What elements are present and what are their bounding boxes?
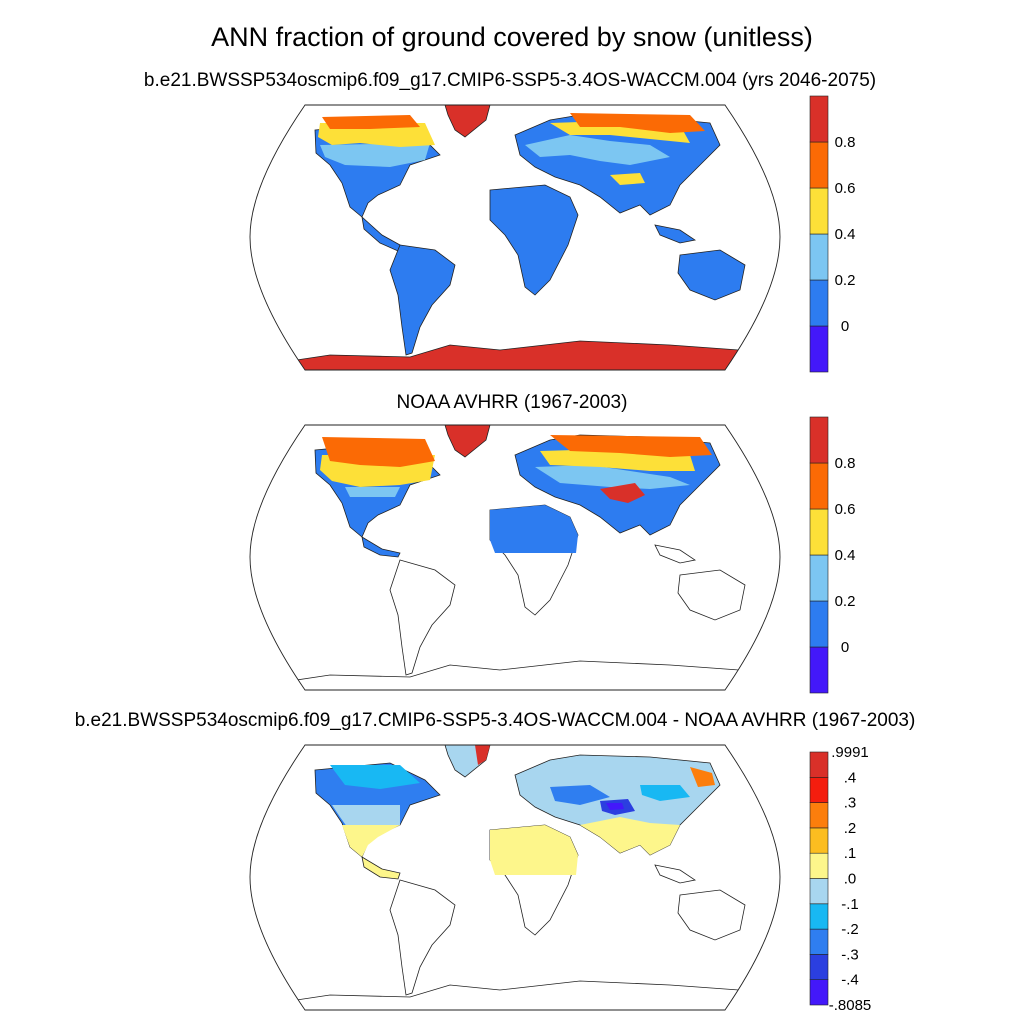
north-america-orange-band: [322, 115, 420, 129]
colorbar-box: [809, 508, 829, 556]
globe-outline-1: [249, 104, 781, 371]
colorbar-label: .4: [844, 769, 857, 786]
eurasia-light-band: [535, 465, 690, 489]
map-panel-1: [249, 104, 781, 371]
colorbar-box: [809, 903, 829, 930]
colorbar-box: [809, 979, 829, 1006]
greenland-region: [444, 425, 491, 458]
indonesia-outline: [654, 864, 697, 884]
panel-2-subtitle: NOAA AVHRR (1967-2003): [396, 392, 628, 413]
australia-outline: [677, 569, 746, 621]
australia-outline: [677, 889, 746, 941]
north-america-cyan-band: [330, 765, 420, 789]
central-america-region: [361, 856, 401, 880]
colorbar-label: 0: [841, 318, 849, 335]
africa-region: [489, 184, 579, 296]
map-panel-2: [249, 424, 781, 691]
europe-blue-patch: [550, 785, 610, 805]
south-america-outline: [389, 559, 456, 676]
main-title: ANN fraction of ground covered by snow (…: [211, 22, 813, 52]
east-asia-orange-patch: [690, 767, 715, 787]
colorbar-box: [809, 141, 829, 189]
colorbar-box: [809, 600, 829, 648]
colorbar-box: [809, 827, 829, 854]
globe-outline-3: [249, 744, 781, 1011]
antarctica-outline: [250, 660, 780, 690]
colorbar-box: [809, 187, 829, 235]
colorbar-box: [809, 751, 829, 778]
antarctica-region: [250, 340, 780, 370]
eurasia-orange-band: [550, 435, 712, 457]
colorbar-box: [809, 554, 829, 602]
colorbar-box: [809, 646, 829, 694]
panel-3-subtitle: b.e21.BWSSP534oscmip6.f09_g17.CMIP6-SSP5…: [74, 710, 916, 731]
colorbar-panel-2: 0 0.2 0.4 0.6 0.8: [809, 416, 856, 694]
colorbar-label: 0.4: [835, 547, 856, 564]
indonesia-region: [654, 224, 697, 244]
colorbar-panel-1: 0 0.2 0.4 0.6 0.8: [809, 95, 856, 373]
colorbar-label: -.1: [841, 896, 859, 913]
colorbar-box: [809, 776, 829, 803]
globe-outline-2: [249, 424, 781, 691]
central-america-region: [361, 215, 401, 252]
colorbar-box: [809, 325, 829, 373]
north-america-light-band: [320, 143, 430, 167]
australia-region: [677, 249, 746, 301]
south-asia-yellow-band: [580, 817, 680, 855]
colorbar-label: 0.6: [835, 501, 856, 518]
colorbar-label: 0.8: [835, 455, 856, 472]
colorbar-label: 0.4: [835, 226, 856, 243]
colorbar-label: 0.2: [835, 272, 856, 289]
tibet-yellow-patch: [610, 173, 645, 185]
colorbar-box: [809, 928, 829, 955]
eurasia-light-band: [525, 135, 670, 165]
panel-1-subtitle: b.e21.BWSSP534oscmip6.f09_g17.CMIP6-SSP5…: [143, 70, 877, 91]
colorbar-label: .9991: [831, 744, 869, 761]
colorbar-label: -.8085: [829, 997, 872, 1014]
tibet-red-patch: [600, 483, 645, 503]
colorbar-box: [809, 878, 829, 905]
colorbar-label: 0: [841, 639, 849, 656]
south-america-outline: [389, 879, 456, 996]
colorbar-box: [809, 852, 829, 879]
north-africa-region: [490, 505, 578, 553]
colorbar-label: 0.2: [835, 593, 856, 610]
north-america-orange-band: [322, 437, 435, 467]
colorbar-label: .2: [844, 820, 857, 837]
map-panel-3: [249, 744, 781, 1011]
colorbar-label: 0.8: [835, 134, 856, 151]
antarctica-outline: [250, 980, 780, 1010]
north-america-yellow-band: [342, 825, 400, 857]
colorbar-label: .0: [844, 871, 857, 888]
north-africa-region: [490, 825, 578, 875]
north-america-light-band: [345, 487, 400, 497]
colorbar-label: -.3: [841, 946, 859, 963]
colorbar-box: [809, 279, 829, 327]
central-america-region: [361, 536, 401, 558]
colorbar-box: [809, 462, 829, 510]
colorbar-label: -.2: [841, 921, 859, 938]
colorbar-box: [809, 233, 829, 281]
colorbar-label: .1: [844, 845, 857, 862]
colorbar-box: [809, 95, 829, 143]
greenland-region: [444, 105, 491, 138]
colorbar-label: 0.6: [835, 180, 856, 197]
colorbar-box: [809, 954, 829, 981]
south-america-region: [389, 244, 456, 356]
siberia-cyan-patch: [640, 785, 690, 801]
indonesia-outline: [654, 544, 697, 564]
colorbar-label: -.4: [841, 972, 859, 989]
central-asia-min-patch: [606, 803, 624, 810]
colorbar-label: .3: [844, 795, 857, 812]
colorbar-box: [809, 416, 829, 464]
colorbar-panel-3: -.8085 -.4 -.3 -.2 -.1 .0 .1 .2 .3 .4 .9991: [809, 744, 872, 1014]
greenland-red-edge: [475, 745, 490, 765]
eurasia-orange-band: [570, 113, 705, 133]
colorbar-box: [809, 802, 829, 829]
